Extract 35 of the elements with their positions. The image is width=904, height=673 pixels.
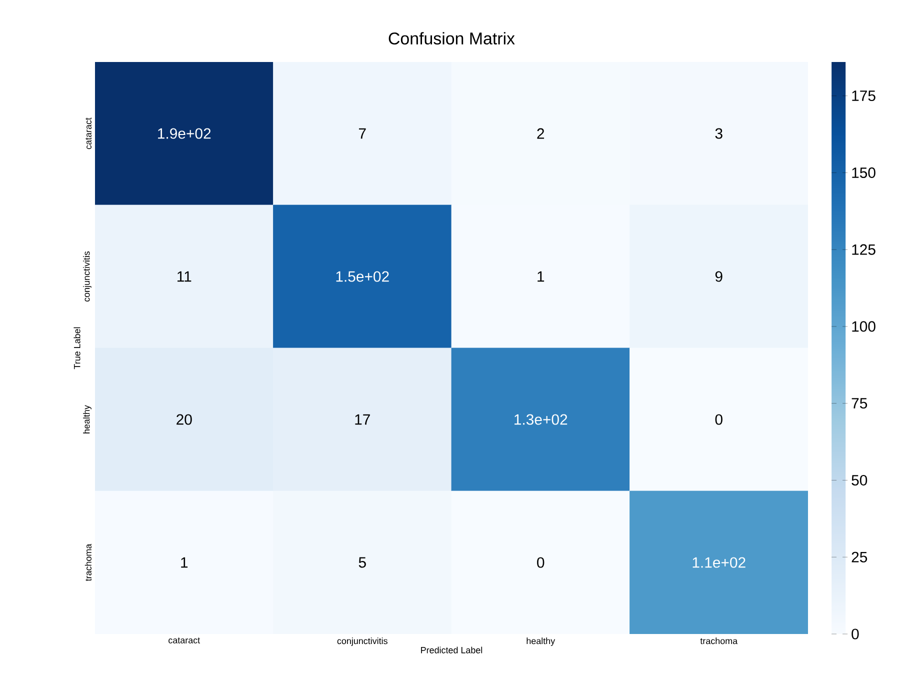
y-tick-label: healthy <box>83 405 92 434</box>
y-tick-label: trachoma <box>84 544 92 582</box>
data-label: 5 <box>358 557 366 568</box>
x-axis-title: Predicted Label <box>421 646 482 654</box>
data-label: 7 <box>358 128 366 139</box>
y-axis-title: True Label <box>74 327 80 370</box>
data-label: 1.1e+02 <box>692 557 746 568</box>
data-label: 1.5e+02 <box>336 271 389 282</box>
data-label: 9 <box>715 271 722 282</box>
data-label: 0 <box>715 414 722 425</box>
color-bar-label: 150 <box>852 167 876 178</box>
x-tick-label: trachoma <box>700 638 738 644</box>
data-label: 11 <box>178 271 192 282</box>
chart-title: Confusion Matrix <box>388 32 515 45</box>
color-bar-label: 75 <box>852 398 868 409</box>
x-tick-label: conjunctivitis <box>337 638 388 646</box>
data-label: 0 <box>537 557 544 568</box>
x-tick-label: healthy <box>526 638 556 646</box>
color-bar-label: 125 <box>852 244 876 255</box>
color-bar-label: 50 <box>852 474 868 486</box>
y-tick-label: conjunctivitis <box>83 251 92 302</box>
data-label: 1.9e+02 <box>158 128 211 139</box>
color-bar-label: 0 <box>852 628 859 640</box>
data-label: 2 <box>537 128 544 139</box>
data-label: 3 <box>715 128 722 139</box>
x-tick-label: cataract <box>168 638 200 644</box>
data-label: 17 <box>355 414 370 425</box>
color-bar-label: 25 <box>852 552 868 562</box>
y-tick-label: cataract <box>86 118 92 150</box>
color-bar-label: 175 <box>852 90 876 102</box>
data-label: 1 <box>538 271 544 282</box>
color-bar-label: 100 <box>852 321 876 332</box>
data-label: 1 <box>181 557 188 568</box>
data-label: 1.3e+02 <box>514 414 568 425</box>
data-label: 20 <box>176 414 192 425</box>
